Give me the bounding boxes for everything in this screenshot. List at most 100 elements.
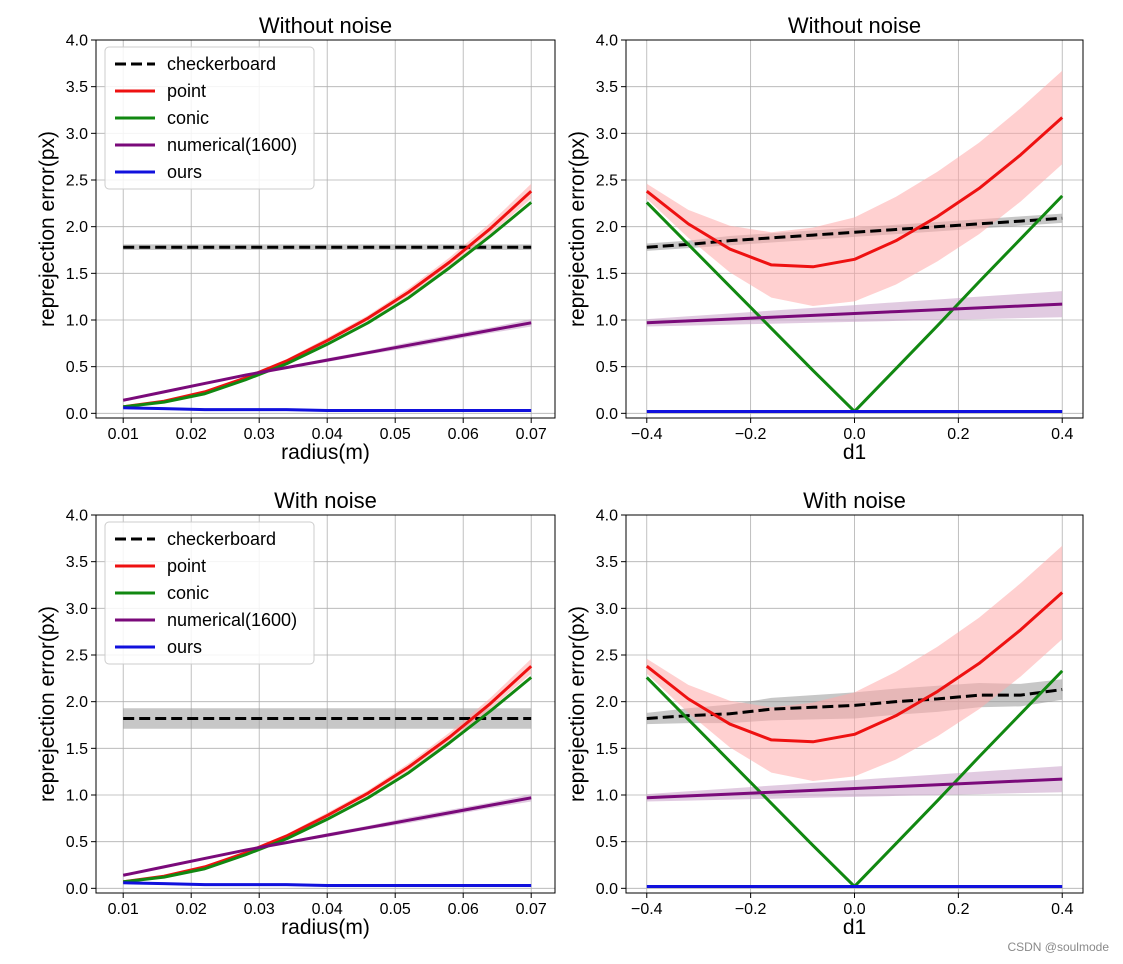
- legend-label-numerical(1600): numerical(1600): [167, 610, 297, 630]
- y-tick-label: 0.5: [66, 359, 88, 376]
- x-tick-label: 0.4: [1051, 426, 1073, 443]
- plot-area: [645, 545, 1064, 888]
- legend-label-point: point: [167, 556, 206, 576]
- y-tick-label: 2.5: [596, 648, 618, 665]
- y-axis-label: reprejection error(px): [36, 606, 59, 802]
- x-tick-label: 0.2: [947, 901, 969, 918]
- y-tick-label: 3.0: [596, 601, 618, 618]
- y-tick-label: 4.0: [66, 508, 88, 525]
- x-axis-label: radius(m): [281, 441, 370, 464]
- y-tick-label: 2.5: [66, 173, 88, 190]
- x-tick-label: −0.4: [631, 426, 663, 443]
- x-tick-label: 0.02: [176, 426, 207, 443]
- y-tick-label: 3.5: [66, 554, 88, 571]
- legend: checkerboard point conic numerical(1600) our…: [104, 46, 315, 190]
- legend: checkerboard point conic numerical(1600) our…: [104, 521, 315, 665]
- y-axis-label: reprejection error(px): [36, 131, 59, 327]
- x-tick-label: 0.05: [380, 426, 411, 443]
- plot-area: [645, 70, 1064, 413]
- x-tick-label: 0.04: [312, 426, 343, 443]
- x-tick-label: 0.0: [843, 426, 865, 443]
- y-tick-label: 2.0: [66, 219, 88, 236]
- y-tick-label: 0.5: [66, 834, 88, 851]
- y-tick-label: 1.0: [596, 313, 618, 330]
- x-tick-label: 0.4: [1051, 901, 1073, 918]
- chart-panel-3: 0.01 0.02 0.03 0.04 0.05 0.06 0.07 0.0 0.5 1.0 1.5…: [36, 488, 556, 939]
- axes-frame: [95, 39, 556, 419]
- chart-title: Without noise: [259, 13, 392, 38]
- legend-label-point: point: [167, 81, 206, 101]
- y-tick-label: 2.5: [66, 648, 88, 665]
- chart-panel-4: −0.4 −0.2 0.0 0.2 0.4 0.0 0.5 1.0 1.5 2.0 2.5 3.0 3.…: [566, 488, 1084, 939]
- x-axis-label: d1: [843, 441, 866, 464]
- band-point: [646, 70, 1063, 306]
- y-tick-label: 2.5: [596, 173, 618, 190]
- plot-area: [122, 183, 533, 413]
- chart-panel-1: 0.01 0.02 0.03 0.04 0.05 0.06 0.07 0.0 0.5 1.0 1.5…: [36, 13, 556, 464]
- y-tick-label: 2.0: [66, 694, 88, 711]
- y-tick-label: 0.5: [596, 359, 618, 376]
- chart-title: With noise: [803, 488, 906, 513]
- legend-label-checkerboard: checkerboard: [167, 529, 276, 549]
- legend-label-ours: ours: [167, 637, 202, 657]
- x-axis-label: radius(m): [281, 916, 370, 939]
- x-tick-label: −0.2: [735, 426, 767, 443]
- plot-area: [122, 658, 533, 888]
- x-tick-label: 0.07: [516, 426, 547, 443]
- y-tick-label: 3.0: [596, 126, 618, 143]
- legend-box: [104, 46, 315, 190]
- axes-frame: [95, 514, 556, 894]
- x-tick-label: −0.2: [735, 901, 767, 918]
- y-tick-label: 3.0: [66, 126, 88, 143]
- band-point: [646, 545, 1063, 781]
- x-tick-label: 0.03: [244, 901, 275, 918]
- y-tick-label: 1.5: [596, 266, 618, 283]
- chart-panel-2: −0.4 −0.2 0.0 0.2 0.4 0.0 0.5 1.0 1.5 2.0 2.5 3.0 3.…: [566, 13, 1084, 464]
- chart-title: With noise: [274, 488, 377, 513]
- y-tick-label: 3.5: [66, 79, 88, 96]
- y-tick-label: 1.0: [596, 788, 618, 805]
- y-tick-label: 2.0: [596, 694, 618, 711]
- x-tick-label: 0.02: [176, 901, 207, 918]
- y-tick-label: 2.0: [596, 219, 618, 236]
- legend-box: [104, 521, 315, 665]
- y-tick-label: 1.0: [66, 788, 88, 805]
- y-tick-label: 1.5: [66, 741, 88, 758]
- x-tick-label: 0.01: [108, 426, 139, 443]
- x-tick-label: 0.04: [312, 901, 343, 918]
- y-tick-label: 0.0: [596, 881, 618, 898]
- y-tick-label: 4.0: [66, 33, 88, 50]
- y-axis-label: reprejection error(px): [566, 131, 589, 327]
- y-tick-label: 1.5: [596, 741, 618, 758]
- x-tick-label: 0.03: [244, 426, 275, 443]
- x-axis-label: d1: [843, 916, 866, 939]
- x-tick-label: 0.01: [108, 901, 139, 918]
- y-tick-label: 4.0: [596, 33, 618, 50]
- y-tick-label: 3.5: [596, 554, 618, 571]
- watermark: CSDN @soulmode: [1007, 940, 1109, 954]
- chart-title: Without noise: [788, 13, 921, 38]
- legend-label-ours: ours: [167, 162, 202, 182]
- y-axis-label: reprejection error(px): [566, 606, 589, 802]
- legend-label-conic: conic: [167, 583, 209, 603]
- y-tick-label: 0.5: [596, 834, 618, 851]
- legend-label-checkerboard: checkerboard: [167, 54, 276, 74]
- x-tick-label: 0.06: [448, 426, 479, 443]
- y-tick-label: 1.5: [66, 266, 88, 283]
- legend-label-numerical(1600): numerical(1600): [167, 135, 297, 155]
- x-tick-label: 0.2: [947, 426, 969, 443]
- x-tick-label: 0.06: [448, 901, 479, 918]
- x-tick-label: −0.4: [631, 901, 663, 918]
- y-tick-label: 1.0: [66, 313, 88, 330]
- y-tick-label: 3.5: [596, 79, 618, 96]
- x-tick-label: 0.07: [516, 901, 547, 918]
- y-tick-label: 4.0: [596, 508, 618, 525]
- x-tick-label: 0.0: [843, 901, 865, 918]
- legend-label-conic: conic: [167, 108, 209, 128]
- y-tick-label: 3.0: [66, 601, 88, 618]
- y-tick-label: 0.0: [66, 881, 88, 898]
- x-tick-label: 0.05: [380, 901, 411, 918]
- y-tick-label: 0.0: [596, 406, 618, 423]
- y-tick-label: 0.0: [66, 406, 88, 423]
